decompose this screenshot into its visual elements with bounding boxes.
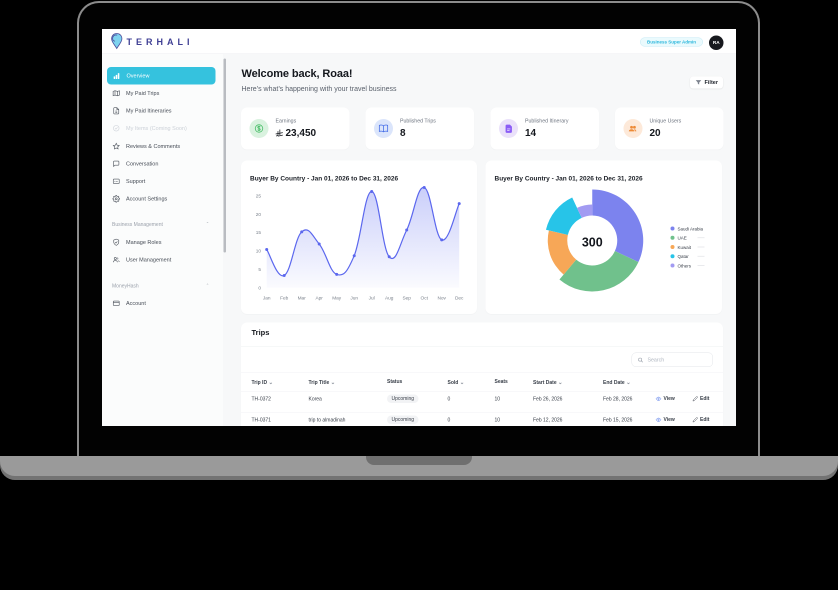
svg-text:Qatar: Qatar [678,254,690,259]
svg-text:Kuwait: Kuwait [678,244,692,249]
svg-text:Jan: Jan [263,295,271,301]
svg-text:Sep: Sep [402,295,411,301]
svg-text:5: 5 [258,266,261,272]
svg-text:Oct: Oct [421,295,429,301]
svg-text:May: May [332,295,342,301]
svg-text:Aug: Aug [385,295,394,301]
svg-text:Mar: Mar [298,295,307,301]
svg-text:Saudi Arabia: Saudi Arabia [678,226,704,231]
svg-text:20: 20 [256,211,262,217]
svg-text:15: 15 [256,230,262,236]
svg-text:Jul: Jul [369,295,375,301]
svg-text:Jun: Jun [350,295,358,301]
svg-text:Apr: Apr [315,295,323,301]
svg-text:Nov: Nov [437,295,446,301]
svg-text:25: 25 [256,193,262,199]
svg-text:10: 10 [256,248,262,254]
svg-text:Feb: Feb [280,295,289,301]
svg-text:300: 300 [582,235,603,249]
svg-text:Dec: Dec [455,295,464,301]
svg-text:Others: Others [678,263,692,268]
svg-text:0: 0 [258,285,261,291]
svg-text:UAE: UAE [678,235,687,240]
